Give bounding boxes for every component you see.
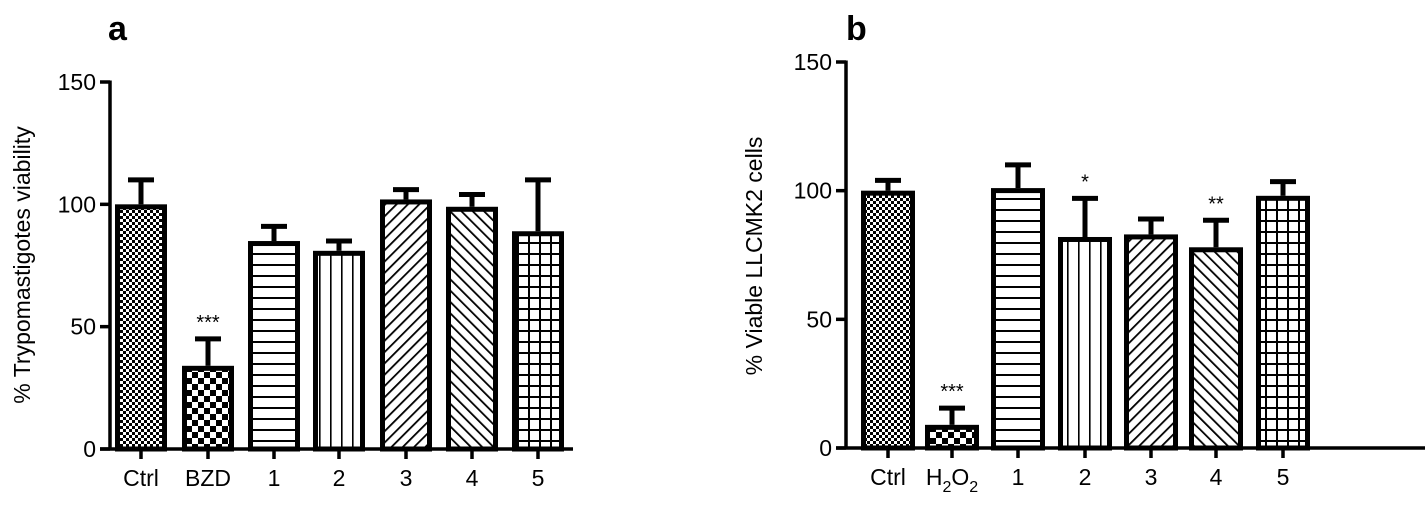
bar-rect: [512, 231, 564, 452]
x-tick-label: 3: [1145, 464, 1158, 490]
y-tick-label: 0: [819, 435, 832, 461]
x-tick-label: 2: [1079, 464, 1092, 490]
bar-3: [380, 187, 432, 452]
y-tick-label: 150: [58, 69, 96, 95]
bar-1: [991, 162, 1045, 451]
bar-2: *: [1058, 171, 1112, 451]
bar-rect: [1058, 236, 1112, 451]
bar-rect: [925, 424, 979, 451]
bar-ctrl: [861, 177, 915, 451]
bar-bzd: ***: [182, 312, 234, 452]
x-tick-label: Ctrl: [870, 464, 906, 490]
bar-rect: [182, 365, 234, 452]
bar-5: [512, 177, 564, 452]
bar-5: [1256, 179, 1310, 451]
y-tick-label: 50: [70, 314, 96, 340]
panel-a-chart: a % Trypomastigotes viability 0 50 100 150 ***…: [9, 10, 573, 491]
y-axis-title: % Viable LLCMK2 cells: [741, 137, 767, 376]
bar-rect: [1256, 195, 1310, 451]
significance-marker: ***: [940, 381, 964, 403]
significance-marker: ***: [196, 312, 220, 334]
bar-rect: [861, 190, 915, 451]
x-tick-label: 4: [1210, 464, 1223, 490]
bar-rect: [1124, 234, 1178, 451]
bar-rect: [1189, 247, 1243, 451]
y-tick-label: 50: [806, 306, 832, 332]
y-axis-title: % Trypomastigotes viability: [9, 126, 35, 404]
bar-h2o2: ***: [925, 381, 979, 451]
x-tick-label: 5: [532, 465, 545, 491]
y-tick-label: 150: [794, 49, 832, 75]
significance-marker: *: [1081, 171, 1089, 193]
bar-1: [248, 223, 300, 452]
x-tick-label: 3: [400, 465, 413, 491]
y-tick-label: 0: [83, 436, 96, 462]
y-tick-label: 100: [794, 178, 832, 204]
x-tick-label: 5: [1277, 464, 1290, 490]
bar-ctrl: [115, 177, 167, 452]
bar-rect: [248, 241, 300, 452]
x-tick-label: 1: [268, 465, 281, 491]
bar-rect: [115, 204, 167, 452]
x-tick-label: 2: [333, 465, 346, 491]
bar-4: [446, 192, 498, 452]
x-tick-label: 1: [1012, 464, 1025, 490]
panel-letter: a: [108, 10, 128, 48]
significance-marker: **: [1208, 193, 1224, 215]
x-tick-label: 4: [466, 465, 479, 491]
bar-rect: [991, 188, 1045, 451]
bar-rect: [446, 206, 498, 452]
y-tick-label: 100: [58, 191, 96, 217]
bar-rect: [313, 250, 365, 452]
bar-3: [1124, 216, 1178, 451]
x-tick-label: BZD: [185, 465, 231, 491]
panel-b-chart: b% Viable LLCMK2 cells050100150******Ctr…: [741, 10, 1425, 496]
bar-rect: [380, 199, 432, 452]
bar-4: **: [1189, 193, 1243, 451]
bar-2: [313, 238, 365, 452]
panel-letter: b: [846, 10, 867, 48]
x-tick-label: H2O2: [926, 464, 978, 496]
x-tick-label: Ctrl: [123, 465, 159, 491]
